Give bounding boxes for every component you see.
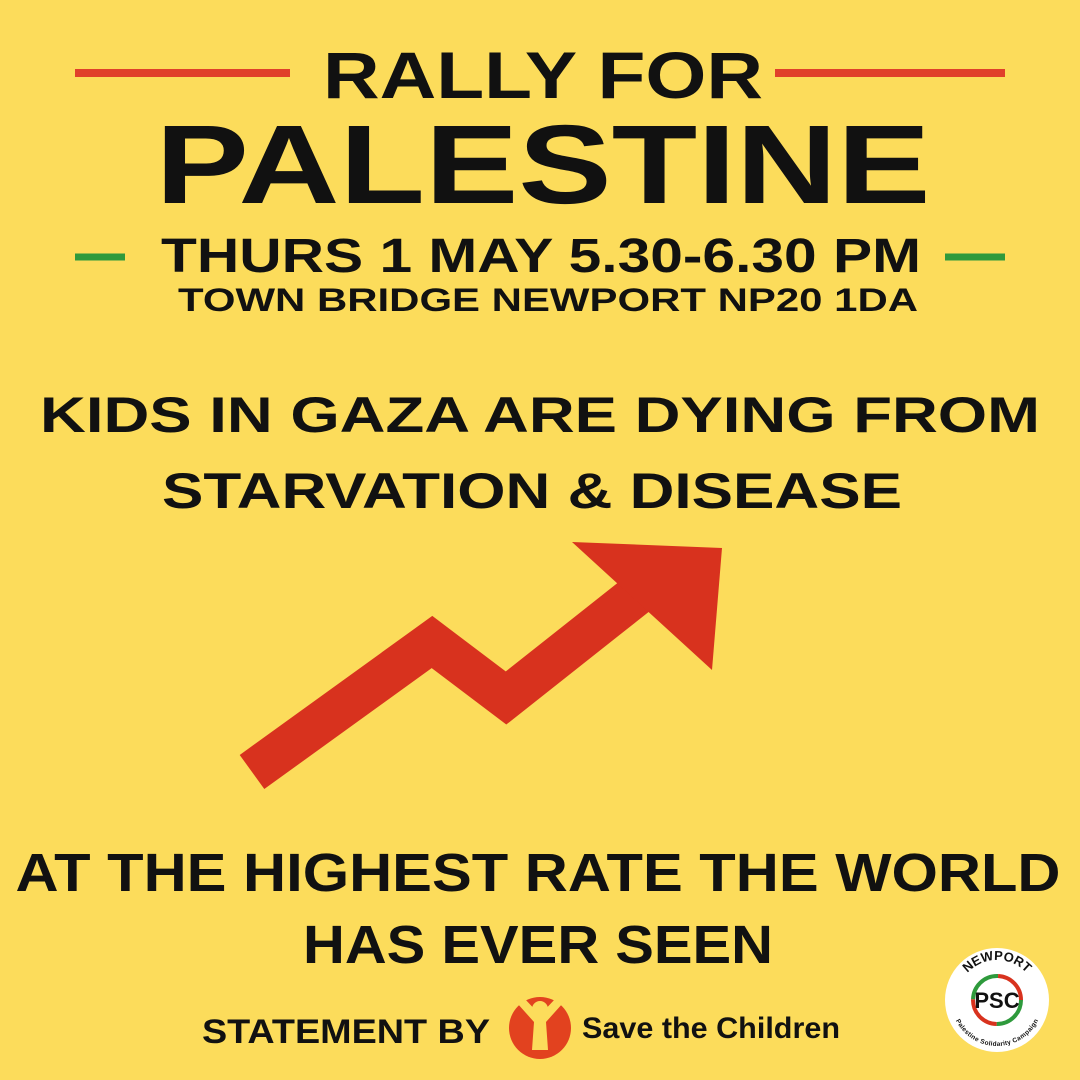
title-line-1: RALLY FOR [323, 38, 763, 112]
title-line-2: PALESTINE [156, 102, 931, 227]
message-line: KIDS IN GAZA ARE DYING FROM [40, 387, 1040, 443]
save-the-children-logo [509, 997, 571, 1059]
logo-disc [945, 948, 1049, 1052]
statement-label: STATEMENT BY [202, 1013, 490, 1051]
organisation-name: Save the Children [582, 1012, 840, 1045]
logo-ring [971, 974, 1023, 1026]
arrow-head [572, 542, 722, 670]
event-date: THURS 1 MAY 5.30-6.30 PM [161, 230, 921, 283]
conclusion-line: HAS EVER SEEN [303, 915, 773, 975]
rising-arrow [239, 542, 722, 790]
psc-logo: NEWPORT PSC Palestine Solidarity Campaig… [945, 948, 1049, 1052]
event-location: TOWN BRIDGE NEWPORT NP20 1DA [178, 282, 918, 318]
arrow-shaft [239, 575, 654, 790]
conclusion-line: AT THE HIGHEST RATE THE WORLD [16, 843, 1061, 903]
logo-figure [517, 998, 563, 1050]
message-line: STARVATION & DISEASE [162, 463, 902, 519]
logo-center-text: PSC [974, 988, 1019, 1013]
